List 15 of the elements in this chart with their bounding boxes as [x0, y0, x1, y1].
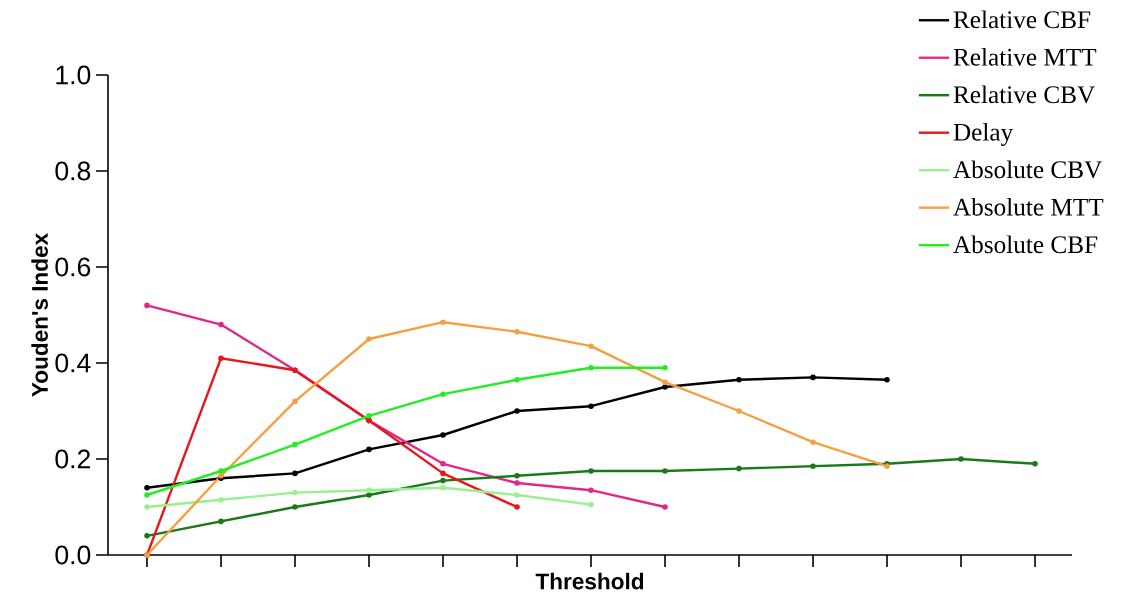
y-tick-label: 0.2 — [55, 449, 90, 469]
legend-label: Relative MTT — [953, 47, 1097, 66]
y-tick-label: 0.4 — [55, 353, 91, 373]
x-axis-title: Threshold — [535, 572, 644, 590]
legend-label: Absolute MTT — [953, 197, 1104, 216]
y-tick-label: 1.0 — [56, 65, 91, 85]
legend-label: Delay — [953, 122, 1014, 146]
legend-label: Absolute CBF — [953, 235, 1098, 254]
legend-label: Relative CBF — [953, 10, 1091, 29]
legend-label: Absolute CBV — [953, 160, 1102, 179]
y-tick-label: 0.6 — [55, 257, 91, 277]
y-axis-title: Youden's Index — [31, 233, 48, 397]
y-tick-label: 0.8 — [55, 161, 91, 181]
y-tick-label: 0.0 — [55, 545, 91, 565]
legend-label: Relative CBV — [953, 85, 1095, 104]
